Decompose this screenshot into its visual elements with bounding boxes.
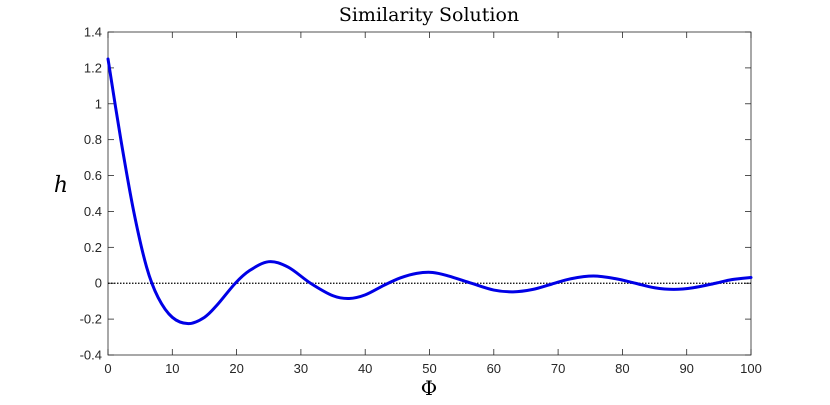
x-tick-label: 40	[358, 361, 372, 376]
x-axis: 0 10 20 30 40 50 60 70 80 90 100	[104, 32, 762, 376]
x-tick-label: 20	[229, 361, 243, 376]
y-tick-label: 0	[95, 276, 102, 291]
x-tick-label: 30	[294, 361, 308, 376]
plot-area	[107, 31, 752, 356]
y-tick-label: 0.8	[84, 132, 102, 147]
y-tick-label: 1.2	[84, 60, 102, 75]
y-axis-label: h	[54, 173, 68, 198]
x-tick-label: 90	[679, 361, 693, 376]
x-tick-label: 10	[165, 361, 179, 376]
y-tick-label: -0.2	[80, 312, 102, 327]
y-tick-label: 1	[95, 96, 102, 111]
x-tick-label: 60	[487, 361, 501, 376]
x-axis-label: Φ	[421, 376, 437, 400]
chart-title: Similarity Solution	[339, 4, 519, 26]
y-tick-label: 0.2	[84, 240, 102, 255]
y-tick-label: 1.4	[84, 25, 102, 40]
y-tick-label: -0.4	[80, 348, 102, 363]
x-tick-label: 50	[422, 361, 436, 376]
y-tick-label: 0.4	[84, 204, 102, 219]
x-tick-label: 80	[615, 361, 629, 376]
h-curve	[106, 57, 753, 326]
y-axis: -0.4 -0.2 0 0.2 0.4 0.6 0.8 1 1.2 1.4	[80, 25, 751, 363]
x-tick-label: 70	[551, 361, 565, 376]
y-tick-label: 0.6	[84, 168, 102, 183]
x-tick-label: 100	[740, 361, 762, 376]
x-tick-label: 0	[104, 361, 111, 376]
